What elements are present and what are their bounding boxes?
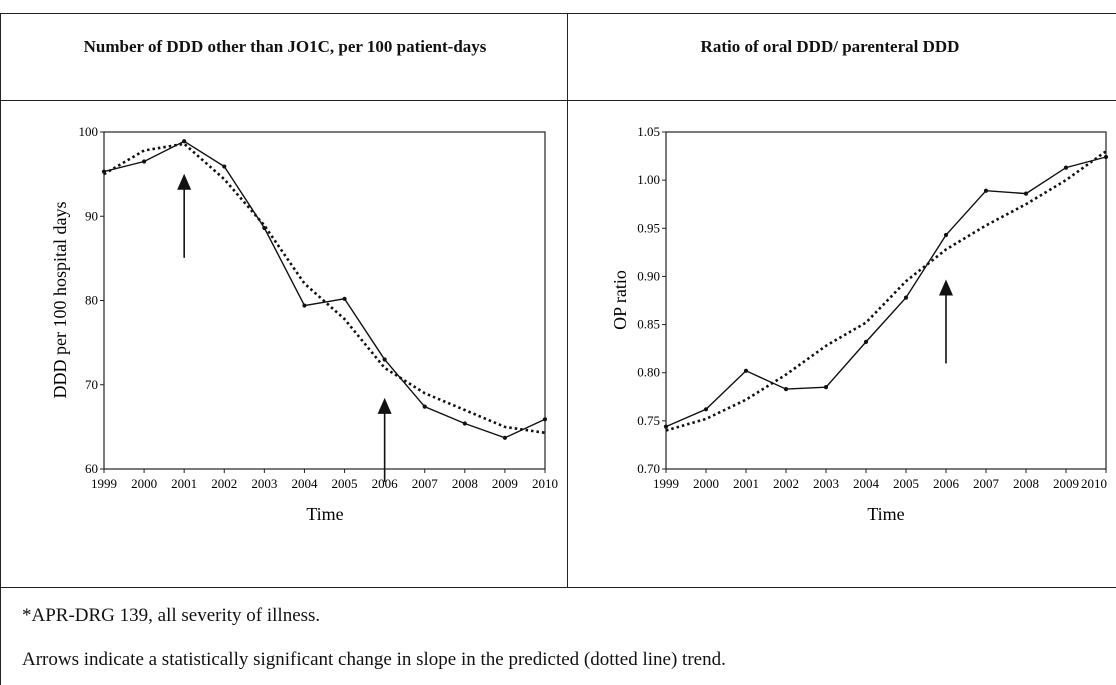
footnote-divider [0,587,1116,588]
x-tick-label: 2010 [1081,476,1107,491]
x-axis-label: Time [867,504,904,524]
y-tick-label: 90 [85,208,98,223]
y-tick-label: 0.80 [637,365,660,380]
observed-point [903,295,909,300]
header-divider [0,100,1116,101]
observed-point [462,421,467,426]
ddd-chart: 60 70 80 90 100 1999 2000 2001 2002 2003 2004 2005 2… [50,124,558,524]
y-tick-label: 1.05 [637,124,660,139]
x-tick-label: 2008 [1013,476,1039,491]
table-top-border [0,13,1116,14]
y-tick-label: 80 [85,293,98,308]
predicted-trend-line [103,142,546,435]
observed-point [542,417,548,422]
x-tick-label: 2004 [291,476,318,491]
y-tick-label: 0.70 [637,461,660,476]
x-tick-label: 2002 [773,476,799,491]
observed-line [665,156,1107,428]
observed-point [182,139,187,144]
observed-point [302,303,307,308]
x-tick-label: 2004 [853,476,880,491]
x-tick-label: 1999 [653,476,679,491]
predicted-trend-line [665,150,1107,432]
observed-point [382,357,387,362]
plot-area [665,131,1107,470]
x-tick-label: 2001 [171,476,197,491]
x-tick-label: 2009 [1053,476,1079,491]
observed-point [743,368,749,373]
footnote-arrows: Arrows indicate a statistically signific… [22,649,726,670]
y-tick-label: 60 [85,461,98,476]
x-tick-label: 2002 [211,476,237,491]
table-frame: Number of DDD other than JO1C, per 100 p… [0,13,1116,685]
y-tick-label: 1.00 [637,172,660,187]
observed-point [222,164,227,169]
left-panel-header: Number of DDD other than JO1C, per 100 p… [83,37,487,56]
slope-change-arrow [939,279,953,364]
observed-line [103,140,546,439]
op-ratio-chart: 0.70 0.75 0.80 0.85 0.90 0.95 1.00 1.05 1999 2000… [610,124,1109,524]
observed-point [823,385,829,390]
column-divider [567,13,568,587]
y-tick-label: 0.90 [637,268,660,283]
x-tick-label: 2006 [372,476,399,491]
x-tick-label: 2007 [412,476,439,491]
observed-point [1023,191,1029,196]
x-tick-label: 2000 [131,476,157,491]
observed-point [863,339,869,345]
observed-point [342,296,347,301]
observed-point [783,386,789,392]
x-tick-label: 2000 [693,476,719,491]
slope-change-arrow [377,397,392,482]
observed-point [943,232,949,238]
x-tick-label: 1999 [91,476,117,491]
y-tick-label: 70 [85,377,98,392]
observed-point [1063,165,1069,170]
y-tick-label: 0.95 [637,220,660,235]
observed-point [1103,154,1109,160]
x-tick-label: 2007 [973,476,1000,491]
x-tick-label: 2005 [332,476,358,491]
observed-point [983,188,989,193]
x-tick-label: 2008 [452,476,478,491]
slope-change-arrow [177,173,192,258]
observed-point [703,407,709,412]
x-tick-label: 2003 [813,476,839,491]
footnote-severity: *APR-DRG 139, all severity of illness. [22,605,321,626]
x-tick-label: 2005 [893,476,919,491]
x-axis-label: Time [306,504,343,524]
observed-point [502,435,508,440]
y-axis-label: DDD per 100 hospital days [50,202,70,399]
y-tick-label: 100 [79,124,99,139]
table-left-border [0,13,1,685]
x-tick-label: 2001 [733,476,759,491]
observed-point [422,404,427,409]
x-tick-label: 2006 [933,476,960,491]
right-panel-header: Ratio of oral DDD/ parenteral DDD [700,37,960,56]
y-tick-label: 0.75 [637,413,660,428]
observed-point [141,159,147,164]
x-tick-label: 2010 [532,476,558,491]
x-tick-label: 2009 [492,476,518,491]
x-tick-label: 2003 [251,476,277,491]
observed-point [663,424,669,429]
y-tick-label: 0.85 [637,317,660,332]
y-axis-label: OP ratio [610,270,630,330]
